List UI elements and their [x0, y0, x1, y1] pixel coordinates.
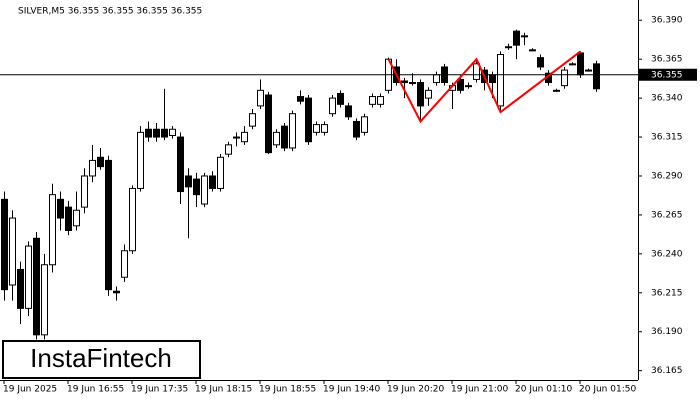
y-tick-label: 36.315	[651, 133, 683, 143]
candle-body	[553, 89, 560, 92]
x-tick-label: 20 Jun 01:10	[515, 385, 572, 395]
candle-body	[577, 52, 584, 76]
candle-body	[129, 187, 136, 252]
candle-body	[1, 198, 8, 291]
candle-body	[65, 206, 72, 231]
candle-body	[353, 120, 360, 138]
candle-body	[145, 128, 152, 138]
candle-body	[17, 268, 24, 309]
candle-body	[169, 128, 176, 136]
pattern-line	[387, 50, 582, 124]
candle-body	[561, 69, 568, 87]
logo: InstaFintech	[30, 343, 172, 373]
x-tick-label: 19 Jun 2025	[3, 385, 57, 395]
candle-body	[121, 250, 128, 278]
candle-body	[289, 113, 296, 149]
last-price-label: 36.355	[651, 70, 683, 80]
x-tick-label: 19 Jun 21:00	[451, 385, 508, 395]
x-tick-label: 20 Jun 01:50	[579, 385, 636, 395]
chart-header: SILVER,M5 36.355 36.355 36.355 36.355	[18, 7, 202, 17]
candle-body	[465, 85, 472, 88]
plot	[0, 29, 638, 340]
y-tick-label: 36.365	[651, 55, 683, 65]
candle-body	[433, 74, 440, 84]
candle-body	[161, 128, 168, 138]
candle-body	[193, 178, 200, 196]
y-tick-label: 36.340	[651, 94, 683, 104]
y-tick-label: 36.215	[651, 288, 683, 298]
y-tick-label: 36.165	[651, 366, 683, 376]
y-tick-label: 36.390	[651, 16, 683, 26]
x-tick-label: 19 Jun 17:35	[131, 385, 188, 395]
candle-body	[49, 194, 56, 266]
candle-body	[153, 128, 160, 138]
candle-body	[209, 175, 216, 189]
candle-body	[585, 69, 592, 72]
x-tick-label: 19 Jun 16:55	[67, 385, 124, 395]
candle-body	[305, 97, 312, 143]
y-tick-label: 36.190	[651, 327, 683, 337]
candle-body	[185, 175, 192, 188]
candle-body	[409, 82, 416, 85]
y-tick-label: 36.290	[651, 171, 683, 181]
candle-body	[137, 131, 144, 189]
logo-box	[2, 340, 201, 379]
candle-body	[105, 159, 112, 291]
candle-body	[313, 124, 320, 133]
candle-body	[225, 144, 232, 155]
candle-body	[257, 89, 264, 107]
candle-body	[505, 46, 512, 49]
candle-body	[33, 237, 40, 336]
candle-body	[377, 96, 384, 105]
x-tick-label: 19 Jun 18:15	[195, 385, 252, 395]
candle-body	[521, 35, 528, 38]
candle-body	[9, 217, 16, 286]
candle-body	[425, 89, 432, 99]
candle-body	[217, 156, 224, 189]
candle-body	[569, 63, 576, 66]
candle-body	[113, 290, 120, 294]
candle-body	[233, 136, 240, 139]
candle-body	[489, 74, 496, 84]
candle-body	[369, 96, 376, 105]
candle-body	[473, 63, 480, 80]
candle-body	[281, 125, 288, 149]
candle-body	[265, 94, 272, 154]
x-tick-label: 19 Jun 18:55	[259, 385, 316, 395]
candle-body	[417, 82, 424, 107]
candle-body	[201, 175, 208, 205]
candle-body	[345, 105, 352, 118]
candle-body	[593, 63, 600, 90]
candle-body	[273, 131, 280, 146]
x-tick-label: 19 Jun 19:40	[323, 385, 380, 395]
candle-body	[89, 159, 96, 177]
y-tick-label: 36.240	[651, 249, 683, 259]
candle-body	[297, 96, 304, 102]
candle-body	[537, 57, 544, 68]
candle-body	[97, 156, 104, 168]
candle-body	[529, 49, 536, 52]
candle-body	[25, 245, 32, 309]
candle-body	[337, 92, 344, 105]
candle-body	[497, 54, 504, 107]
y-tick-label: 36.265	[651, 210, 683, 220]
last-price-box	[639, 68, 697, 81]
candle-body	[57, 198, 64, 219]
candle-body	[321, 124, 328, 133]
candle-body	[41, 264, 48, 336]
candle-body	[329, 97, 336, 115]
candle-body	[249, 113, 256, 127]
candle-body	[81, 175, 88, 208]
candle-body	[457, 78, 464, 91]
candle-body	[513, 30, 520, 46]
candle-body	[361, 116, 368, 133]
candle-body	[241, 131, 248, 143]
candle-body	[401, 80, 408, 84]
candle-body	[177, 136, 184, 193]
x-tick-label: 19 Jun 20:20	[387, 385, 444, 395]
candle-body	[73, 209, 80, 227]
